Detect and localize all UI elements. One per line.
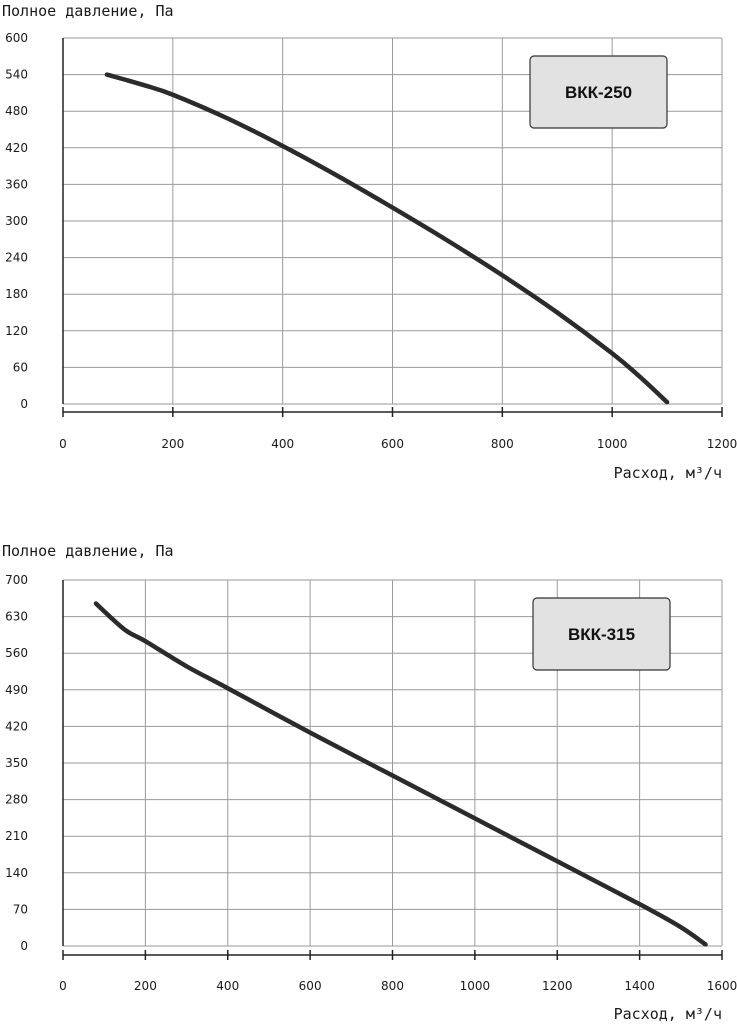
model-label-background (532, 597, 671, 671)
y-tick-label: 700 (5, 573, 28, 587)
x-tick-label: 1200 (542, 979, 573, 993)
x-tick-label: 0 (59, 437, 67, 451)
x-tick-label: 1000 (460, 979, 491, 993)
y-tick-label: 210 (5, 829, 28, 843)
y-tick-label: 360 (5, 177, 28, 191)
y-tick-label: 540 (5, 68, 28, 82)
x-tick-label: 1600 (707, 979, 737, 993)
model-label-box: ВКК-250 (529, 55, 668, 129)
y-tick-label: 420 (5, 141, 28, 155)
chart-vkk-315: Полное давление, Па Расход, м³/ч ВКК-315… (2, 542, 737, 1023)
y-tick-label: 280 (5, 793, 28, 807)
x-tick-label: 600 (381, 437, 404, 451)
model-label-background (529, 55, 668, 129)
x-tick-label: 400 (216, 979, 239, 993)
y-tick-label: 140 (5, 866, 28, 880)
model-label-text: ВКК-250 (565, 83, 632, 102)
x-tick-label: 200 (134, 979, 157, 993)
y-tick-label: 300 (5, 214, 28, 228)
x-tick-label: 1000 (597, 437, 628, 451)
y-tick-label: 0 (20, 397, 28, 411)
x-axis-label: Расход, м³/ч (614, 464, 722, 482)
x-axis-label: Расход, м³/ч (614, 1005, 722, 1023)
chart-vkk-250: Полное давление, Па Расход, м³/ч ВКК-250… (2, 2, 737, 482)
y-axis-label: Полное давление, Па (2, 542, 174, 560)
y-tick-label: 180 (5, 287, 28, 301)
x-tick-label: 1200 (707, 437, 737, 451)
y-tick-label: 560 (5, 646, 28, 660)
y-tick-label: 70 (13, 902, 28, 916)
model-label-box: ВКК-315 (532, 597, 671, 671)
y-tick-label: 480 (5, 104, 28, 118)
y-tick-label: 0 (20, 939, 28, 953)
y-tick-label: 630 (5, 610, 28, 624)
y-tick-label: 120 (5, 324, 28, 338)
y-axis-label: Полное давление, Па (2, 2, 174, 20)
x-tick-label: 800 (381, 979, 404, 993)
y-tick-label: 240 (5, 251, 28, 265)
y-tick-label: 490 (5, 683, 28, 697)
x-tick-label: 400 (271, 437, 294, 451)
x-tick-label: 0 (59, 979, 67, 993)
y-tick-label: 60 (13, 360, 28, 374)
y-tick-label: 350 (5, 756, 28, 770)
x-tick-label: 800 (491, 437, 514, 451)
x-tick-label: 1400 (624, 979, 655, 993)
series-line (93, 601, 708, 947)
series-line (104, 72, 670, 405)
y-tick-label: 600 (5, 31, 28, 45)
model-label-text: ВКК-315 (568, 625, 635, 644)
x-tick-label: 600 (299, 979, 322, 993)
x-tick-label: 200 (161, 437, 184, 451)
y-tick-label: 420 (5, 719, 28, 733)
